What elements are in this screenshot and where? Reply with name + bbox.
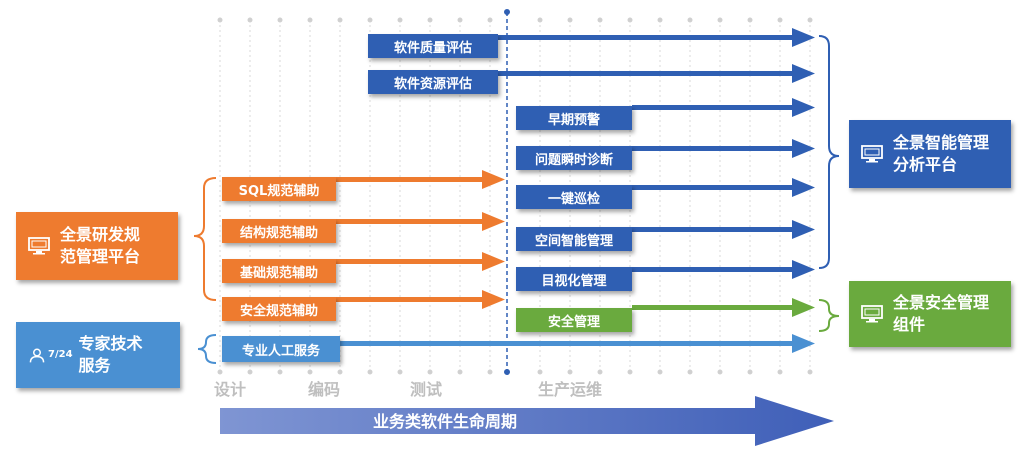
right-green-brace — [818, 299, 840, 332]
security-management-box: 安全管理 — [516, 308, 632, 332]
expert-service-box: 7/24 专家技术 服务 — [16, 322, 180, 388]
lifecycle-label: 业务类软件生命周期 — [372, 412, 517, 431]
left-rd-platform-label: 全景研发规 范管理平台 — [60, 225, 141, 266]
space-management-box: 空间智能管理 — [516, 227, 632, 251]
production-boundary-line — [504, 9, 510, 375]
structure-spec-box: 结构规范辅助 — [222, 219, 336, 243]
security-spec-box: 安全规范辅助 — [222, 297, 336, 321]
professional-service-box: 专业人工服务 — [222, 336, 340, 362]
timeline-grid-dots — [217, 17, 813, 375]
left-rd-platform: 全景研发规 范管理平台 — [16, 212, 178, 280]
orange-arrows — [336, 170, 505, 309]
one-click-inspection-box: 一键巡检 — [516, 185, 632, 209]
monitor-icon — [861, 145, 883, 163]
green-arrow — [632, 298, 815, 317]
right-analysis-platform-label: 全景智能管理 分析平台 — [893, 133, 990, 174]
software-quality-box: 软件质量评估 — [368, 34, 498, 58]
left-orange-brace — [193, 177, 217, 301]
right-security-component: 全景安全管理 组件 — [849, 281, 1011, 347]
expert-badge-text: 7/24 — [48, 349, 73, 360]
basic-spec-box: 基础规范辅助 — [222, 259, 336, 283]
visual-management-box: 目视化管理 — [516, 267, 632, 291]
software-resource-box: 软件资源评估 — [368, 70, 498, 94]
sql-spec-box: SQL规范辅助 — [222, 177, 336, 201]
right-security-component-label: 全景安全管理 组件 — [893, 293, 990, 334]
expert-service-label: 专家技术 服务 — [78, 334, 143, 375]
monitor-icon — [28, 237, 50, 255]
blue-arrows — [498, 28, 815, 279]
instant-diagnosis-box: 问题瞬时诊断 — [516, 146, 632, 170]
monitor-icon — [861, 305, 883, 323]
service-arrow — [340, 334, 815, 353]
phase-design: 设计 — [214, 380, 247, 399]
early-warning-box: 早期预警 — [516, 106, 632, 130]
phase-testing: 测试 — [410, 380, 443, 399]
left-lightblue-brace — [197, 334, 217, 364]
lifecycle-arrow — [220, 396, 834, 446]
phase-coding: 编码 — [308, 380, 341, 399]
right-blue-brace — [818, 35, 840, 269]
support-person-icon — [29, 348, 45, 363]
phase-production: 生产运维 — [538, 380, 603, 399]
right-analysis-platform: 全景智能管理 分析平台 — [849, 120, 1011, 188]
